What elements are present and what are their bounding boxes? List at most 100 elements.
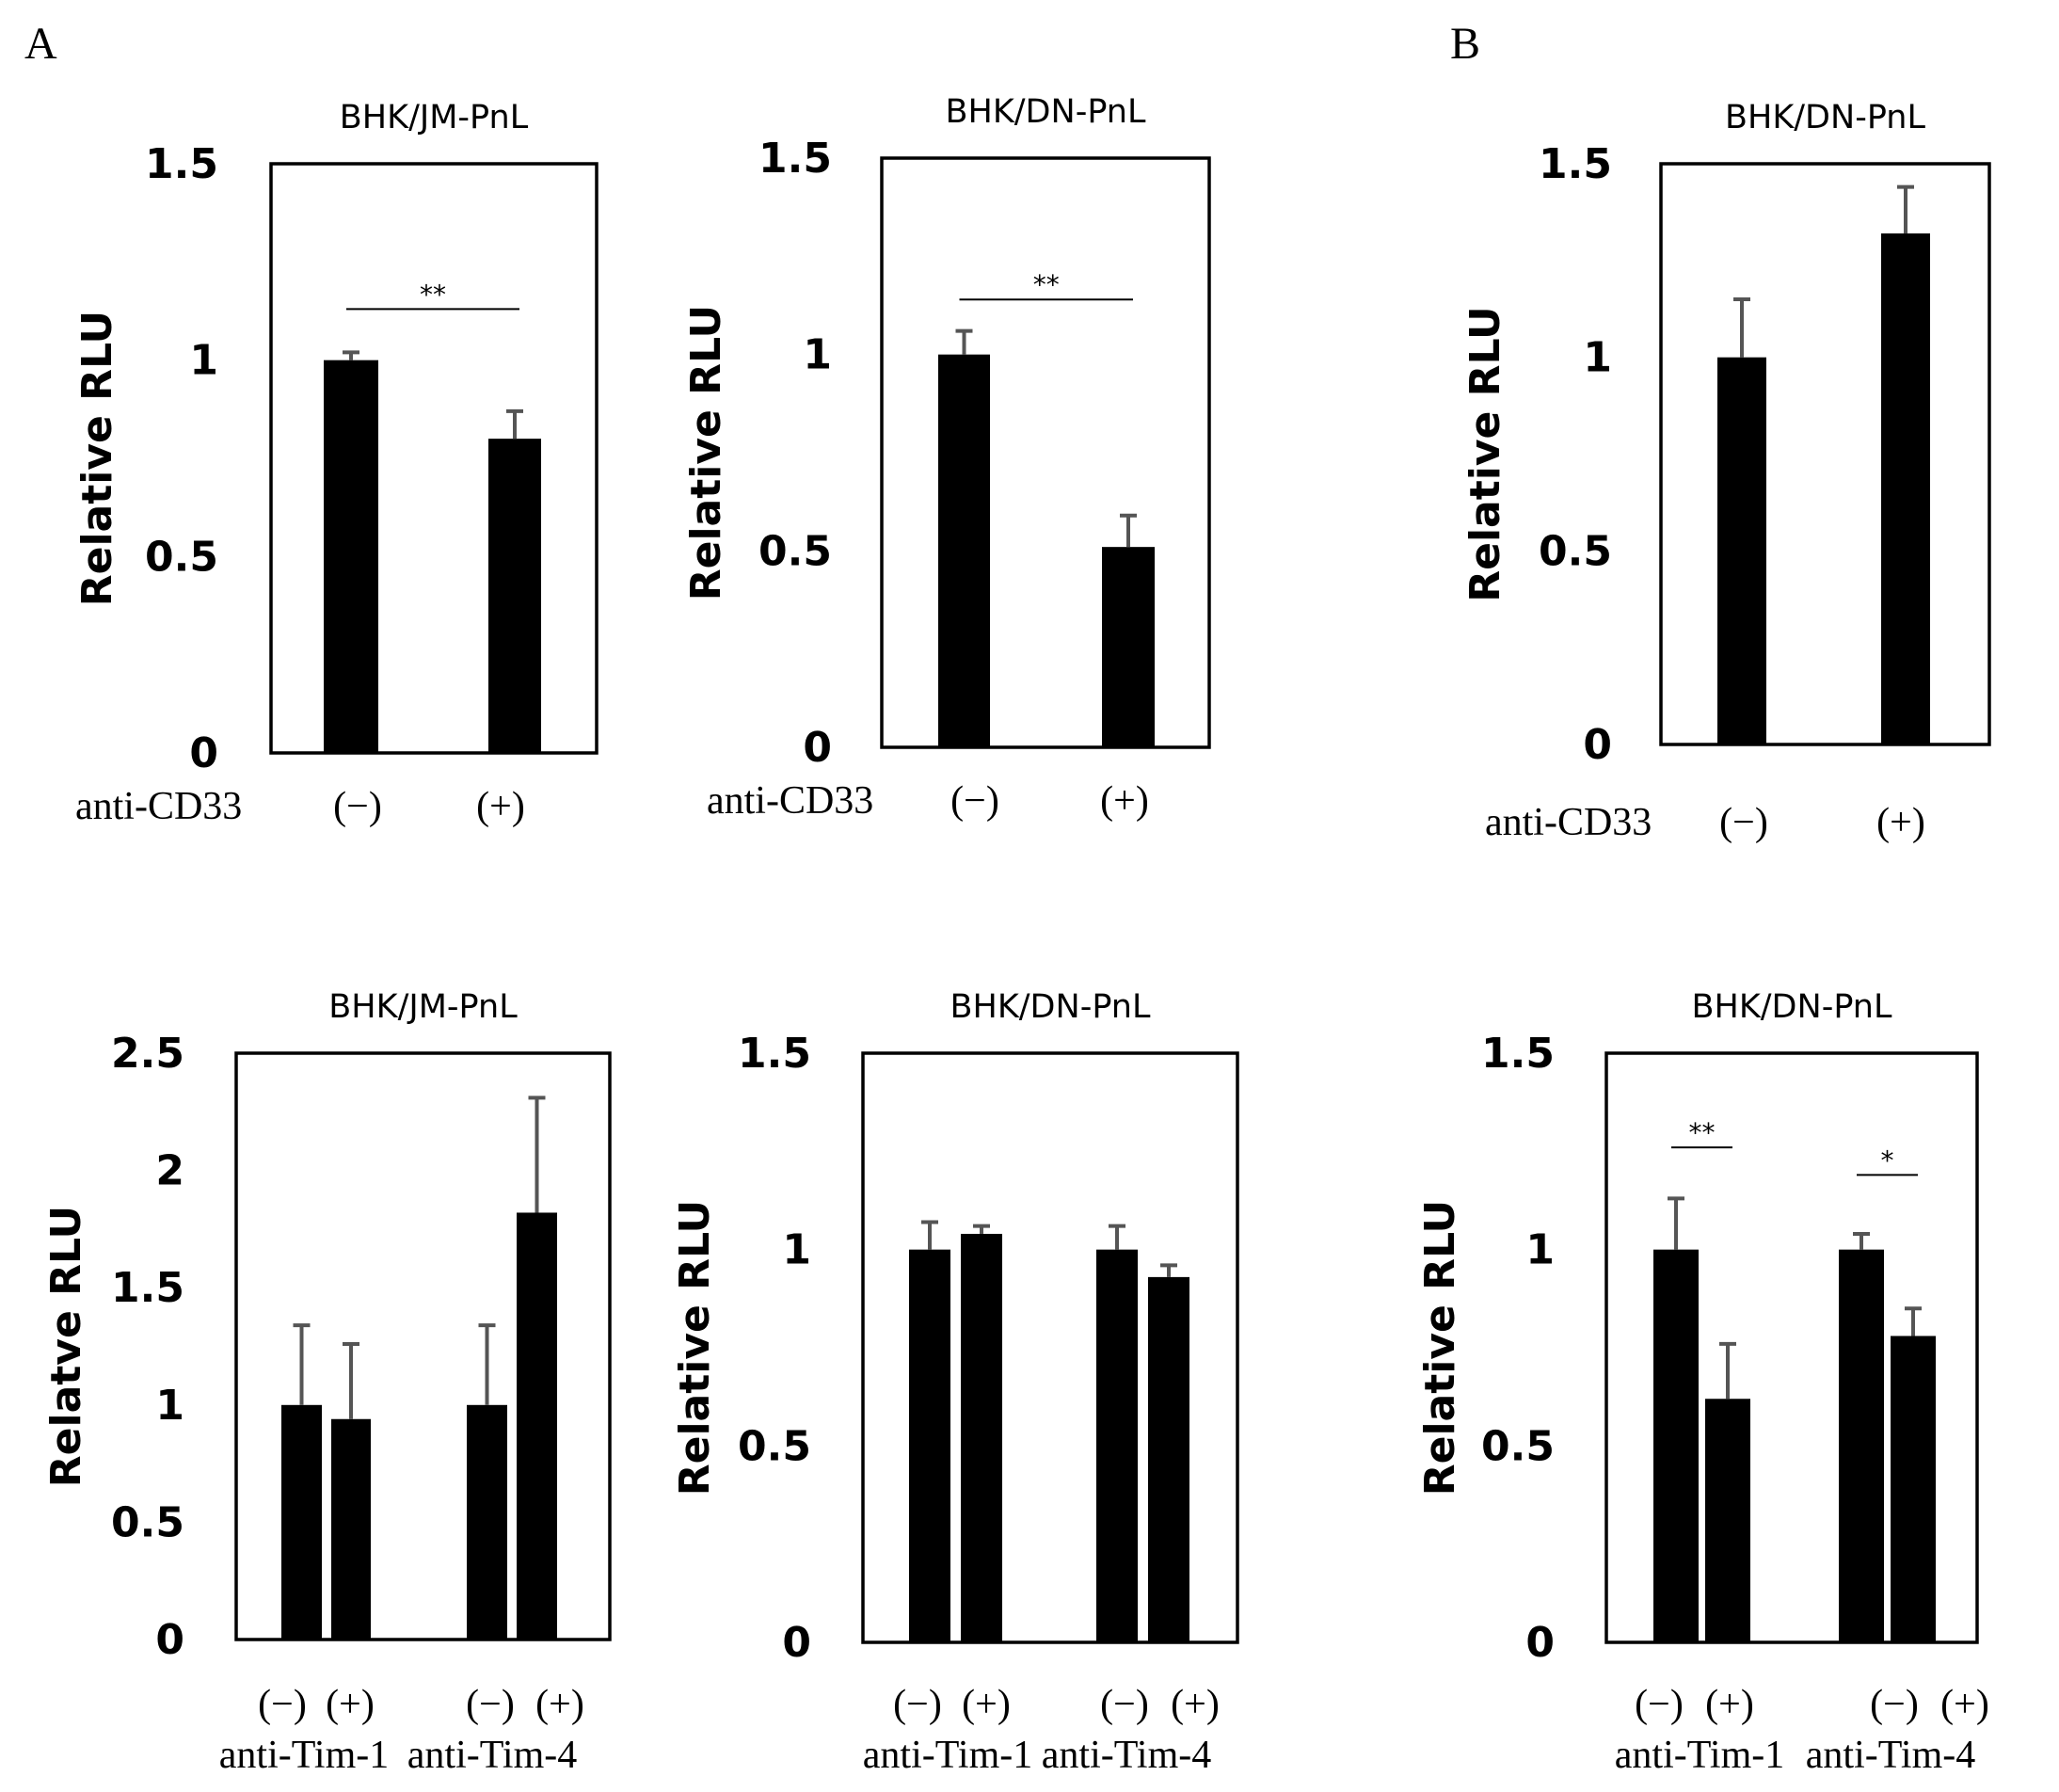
bar — [1096, 1249, 1138, 1642]
x-category-label: (−) — [466, 1683, 515, 1726]
y-tick-label: 0.5 — [111, 1498, 184, 1546]
chart-a-top-left: BHK/JM-PnL Relative RLU 0 0.5 1 1.5 ** anti-CD3… — [73, 99, 599, 828]
x-category-label: (+) — [535, 1683, 584, 1726]
x-category-label: (−) — [1635, 1683, 1684, 1726]
y-tick-label: 1.5 — [145, 140, 218, 188]
x-category-label: (+) — [476, 785, 525, 828]
y-tick-label: 1.5 — [1481, 1030, 1555, 1078]
y-tick-label: 0 — [803, 724, 832, 772]
x-category-label: (−) — [893, 1683, 942, 1726]
y-tick-label: 1.5 — [111, 1264, 184, 1312]
y-tick-label: 1 — [1583, 334, 1612, 382]
chart-a-bottom-middle: BHK/DN-PnL Relative RLU 0 0.5 1 1.5 (−) (+) (−) (… — [671, 988, 1239, 1777]
y-tick-label: 1 — [803, 331, 832, 379]
y-tick-label: 1.5 — [758, 135, 832, 183]
y-axis-label: Relative RLU — [671, 1200, 719, 1496]
charts-container: BHK/JM-PnL Relative RLU 0 0.5 1 1.5 ** anti-CD3… — [42, 93, 1991, 1777]
significance-label: * — [1881, 1144, 1894, 1176]
chart-title: BHK/DN-PnL — [945, 93, 1146, 131]
bar — [909, 1249, 950, 1642]
y-tick-label: 0.5 — [1539, 527, 1612, 575]
chart-title: BHK/DN-PnL — [1691, 988, 1892, 1026]
plot-frame — [234, 1051, 612, 1641]
x-category-label: (−) — [258, 1683, 307, 1726]
x-group-label: anti-Tim-1 — [1615, 1734, 1784, 1777]
y-tick-label: 1 — [155, 1382, 184, 1430]
significance-label: ** — [1689, 1117, 1716, 1148]
bar — [281, 1404, 322, 1640]
x-category-label: (−) — [950, 779, 999, 823]
bar — [517, 1212, 557, 1640]
y-tick-label: 1 — [782, 1226, 811, 1274]
bar — [1102, 547, 1155, 747]
bar — [1839, 1249, 1884, 1642]
x-group-label: anti-Tim-1 — [863, 1734, 1032, 1777]
bar — [1891, 1336, 1936, 1642]
chart-a-top-middle: BHK/DN-PnL Relative RLU 0 0.5 1 1.5 ** anti-CD3… — [682, 93, 1211, 823]
y-tick-label: 0 — [189, 729, 218, 777]
x-category-label: (+) — [1100, 779, 1149, 823]
y-tick-label: 0 — [1583, 721, 1612, 769]
y-tick-label: 1.5 — [1539, 140, 1612, 188]
x-group-label: anti-Tim-4 — [407, 1734, 577, 1777]
y-axis-label: Relative RLU — [73, 311, 121, 607]
bar — [1881, 233, 1930, 745]
chart-title: BHK/JM-PnL — [328, 988, 518, 1026]
y-tick-label: 0 — [155, 1616, 184, 1664]
bar — [1717, 357, 1766, 744]
x-group-label: anti-Tim-4 — [1042, 1734, 1211, 1777]
bar — [488, 439, 541, 753]
x-category-label: (+) — [1876, 801, 1925, 844]
bar — [331, 1418, 371, 1640]
chart-a-bottom-left: BHK/JM-PnL Relatve RLU 0 0.5 1 1.5 2 2.5 (−) (+) (… — [42, 988, 612, 1777]
y-tick-label: 0 — [1525, 1619, 1555, 1667]
bar — [467, 1404, 507, 1640]
bar — [938, 354, 990, 747]
x-category-label: (+) — [1940, 1683, 1989, 1726]
y-axis-label: Relative RLU — [1461, 306, 1509, 602]
x-category-label: (+) — [962, 1683, 1011, 1726]
y-tick-label: 0.5 — [758, 527, 832, 575]
chart-title: BHK/JM-PnL — [340, 99, 529, 136]
x-axis-label: anti-CD33 — [707, 779, 873, 823]
y-tick-label: 2 — [155, 1147, 184, 1195]
x-category-label: (−) — [1870, 1683, 1919, 1726]
bar — [961, 1233, 1002, 1642]
y-tick-label: 0 — [782, 1619, 811, 1667]
plot-frame — [861, 1051, 1239, 1644]
y-tick-label: 1.5 — [738, 1030, 811, 1078]
y-tick-label: 2.5 — [111, 1030, 184, 1078]
y-axis-label: Relative RLU — [1416, 1200, 1464, 1496]
y-tick-label: 0.5 — [738, 1422, 811, 1470]
x-category-label: (−) — [1100, 1683, 1149, 1726]
plot-frame — [269, 162, 599, 755]
x-category-label: (+) — [326, 1683, 375, 1726]
y-axis-label: Relatve RLU — [42, 1206, 90, 1487]
plot-frame — [1659, 162, 1991, 746]
bar — [1705, 1399, 1750, 1642]
x-category-label: (+) — [1171, 1683, 1220, 1726]
y-tick-label: 1 — [189, 337, 218, 385]
y-tick-label: 1 — [1525, 1226, 1555, 1274]
x-category-label: (+) — [1705, 1683, 1754, 1726]
x-group-label: anti-Tim-1 — [219, 1734, 389, 1777]
significance-label: ** — [420, 279, 446, 310]
y-axis-label: Relative RLU — [682, 305, 730, 601]
x-category-label: (−) — [1719, 801, 1768, 844]
x-category-label: (−) — [333, 785, 382, 828]
y-tick-label: 0.5 — [1481, 1422, 1555, 1470]
plot-frame — [1604, 1051, 1979, 1644]
x-group-label: anti-Tim-4 — [1806, 1734, 1975, 1777]
bar — [1653, 1249, 1699, 1642]
panel-label-a: A — [24, 19, 57, 69]
chart-title: BHK/DN-PnL — [950, 988, 1151, 1026]
y-tick-label: 0.5 — [145, 533, 218, 581]
chart-b-top: BHK/DN-PnL Relative RLU 0 0.5 1 1.5 anti-CD33 (… — [1461, 99, 1991, 844]
x-axis-label: anti-CD33 — [1485, 801, 1652, 844]
chart-title: BHK/DN-PnL — [1725, 99, 1926, 136]
x-axis-label: anti-CD33 — [75, 785, 242, 828]
bar — [324, 360, 378, 753]
panel-label-b: B — [1450, 19, 1480, 69]
